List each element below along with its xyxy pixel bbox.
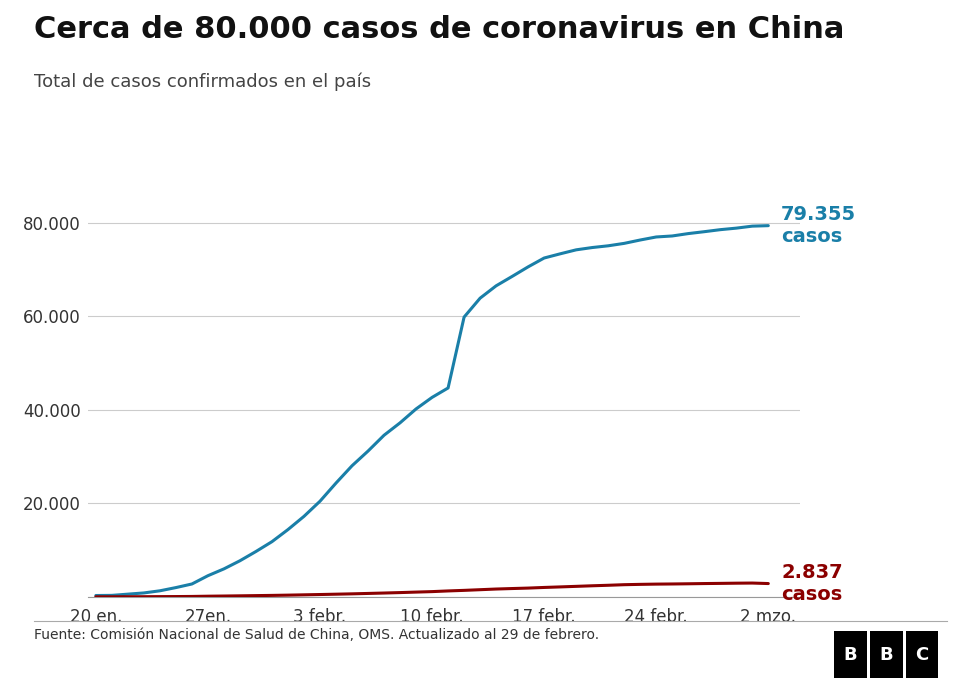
Text: Cerca de 80.000 casos de coronavirus en China: Cerca de 80.000 casos de coronavirus en … [34,15,844,44]
Text: 79.355
casos: 79.355 casos [781,205,856,246]
Text: B: B [844,646,858,664]
Bar [906,631,938,678]
Text: Total de casos confirmados en el país: Total de casos confirmados en el país [34,72,371,91]
Text: C: C [915,646,929,664]
Text: Fuente: Comisión Nacional de Salud de China, OMS. Actualizado al 29 de febrero.: Fuente: Comisión Nacional de Salud de Ch… [34,628,599,641]
Text: B: B [879,646,893,664]
Bar [834,631,867,678]
Bar [871,631,903,678]
Text: 2.837
casos: 2.837 casos [781,563,842,604]
